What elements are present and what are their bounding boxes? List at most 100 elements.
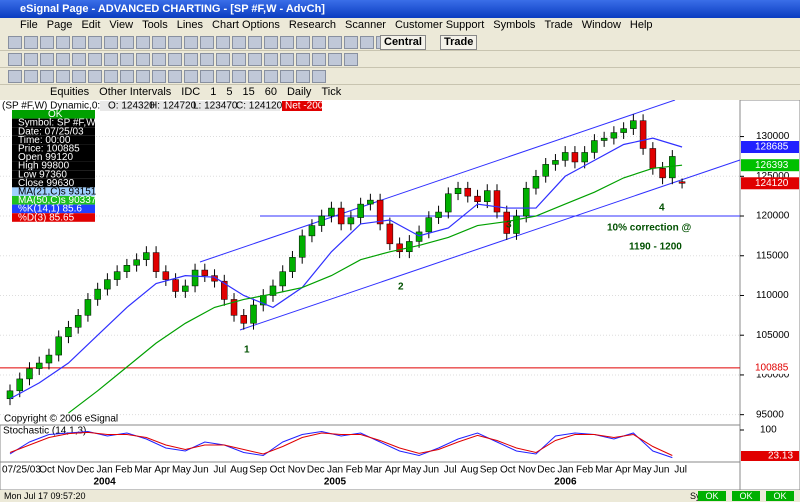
toolbar-icon (184, 36, 198, 49)
candle-body (581, 152, 588, 163)
menu-item[interactable]: Trade (544, 19, 573, 31)
menu-item[interactable]: Tools (142, 19, 168, 31)
month-label: Jun (193, 465, 209, 476)
info-text: Price: 100885 (18, 144, 80, 155)
toolbar-icon (168, 36, 182, 49)
price-pane (0, 100, 740, 425)
interval-button[interactable]: 60 (264, 86, 277, 98)
toolbar-icon (152, 36, 166, 49)
toolbar (0, 50, 800, 68)
status-ok: OK (698, 491, 726, 501)
toolbar-icon (72, 36, 86, 49)
candle-body (221, 280, 228, 300)
quote-value: O: 124320 (108, 101, 155, 112)
chart: 95000 100000 105000 110000 115000 120000 12500… (0, 100, 800, 490)
month-label: Jun (653, 465, 669, 476)
status-ok: OK (766, 491, 794, 501)
menu-item[interactable]: Window (581, 19, 621, 31)
candle-body (55, 336, 62, 356)
candle-body (104, 279, 111, 290)
candle-body (484, 190, 491, 202)
toolbar-icon (24, 70, 38, 83)
month-label: Sep (249, 465, 267, 476)
candle-body (201, 269, 209, 276)
menu-item[interactable]: Lines (176, 19, 204, 31)
channel-line (199, 100, 676, 263)
candle-body (337, 207, 345, 225)
toolbar-icon (280, 70, 294, 83)
month-label: Jan (327, 465, 343, 476)
interval-button[interactable]: Tick (321, 86, 342, 98)
interval-button[interactable]: 1 (210, 86, 217, 98)
moving-average (68, 164, 683, 414)
month-label: Jul (213, 465, 226, 476)
toolbar-button[interactable]: Central (380, 35, 426, 50)
toolbar-icon (280, 36, 294, 49)
candle-body (347, 217, 355, 225)
menu-item[interactable]: Help (629, 19, 653, 31)
menu-item[interactable]: Symbols (493, 19, 536, 31)
menu-item[interactable]: Research (288, 19, 336, 31)
toolbar-icon (312, 70, 326, 83)
candle-body (143, 252, 150, 260)
menu-item[interactable]: Edit (81, 19, 101, 31)
interval-button[interactable]: 15 (242, 86, 255, 98)
toolbar-button[interactable]: Trade (440, 35, 478, 50)
annotation: 1190 - 1200 (629, 242, 682, 253)
candle-body (659, 168, 666, 179)
interval-button[interactable]: Daily (286, 86, 312, 98)
candle-body (123, 265, 131, 272)
annotation: 4 (659, 203, 665, 214)
month-label: Apr (385, 465, 401, 476)
month-label: Nov (288, 465, 306, 476)
y-tick-label: 120000 (756, 211, 790, 222)
menu-item[interactable]: Chart Options (212, 19, 280, 31)
candle-body (678, 181, 686, 184)
menu-item[interactable]: Page (46, 19, 73, 31)
y-tick-label: 130000 (756, 131, 790, 142)
candle-body (172, 279, 179, 292)
interval-button[interactable]: Other Intervals (99, 86, 172, 98)
toolbar-icon (168, 53, 182, 66)
title-bar: eSignal Page - ADVANCED CHARTING - [SP #… (0, 0, 800, 18)
quote-value: H: 124720 (150, 101, 197, 112)
info-row (12, 178, 95, 188)
info-row (12, 144, 95, 153)
info-row (12, 170, 95, 179)
toolbar-icon (328, 53, 342, 66)
candle-body (298, 235, 306, 258)
info-row (12, 110, 95, 119)
info-row (12, 127, 95, 136)
annotation: 1 (244, 345, 250, 356)
candle-body (113, 271, 121, 280)
price-marker (741, 159, 799, 172)
candle-body (45, 354, 53, 364)
interval-button[interactable]: 5 (226, 86, 233, 98)
candle-body (425, 217, 433, 233)
date-label: 07/25/03 (2, 465, 41, 476)
menu-item[interactable]: Customer Support (394, 19, 485, 31)
info-row (12, 196, 95, 205)
candle-body (435, 211, 442, 218)
menu-item[interactable]: Scanner (345, 19, 386, 31)
status-ok: OK (732, 491, 760, 501)
month-label: Mar (595, 465, 613, 476)
toolbar-icon (360, 36, 374, 49)
candle-body (561, 152, 569, 161)
interval-button[interactable]: Equities (50, 86, 90, 98)
toolbar-icon (56, 53, 70, 66)
toolbar-icon (136, 53, 150, 66)
candle-body (454, 187, 462, 195)
menu-item[interactable]: View (109, 19, 134, 31)
month-label: May (633, 465, 652, 476)
candle-body (386, 223, 394, 245)
toolbar-icon (168, 70, 182, 83)
month-label: Jun (423, 465, 439, 476)
toolbar-icon (248, 36, 262, 49)
menu-item[interactable]: File (20, 19, 38, 31)
info-text: Date: 07/25/03 (18, 126, 84, 137)
stoch-pane (0, 424, 741, 463)
stoch-marker (741, 451, 799, 461)
toolbar-icon (8, 53, 22, 66)
interval-button[interactable]: IDC (181, 86, 201, 98)
